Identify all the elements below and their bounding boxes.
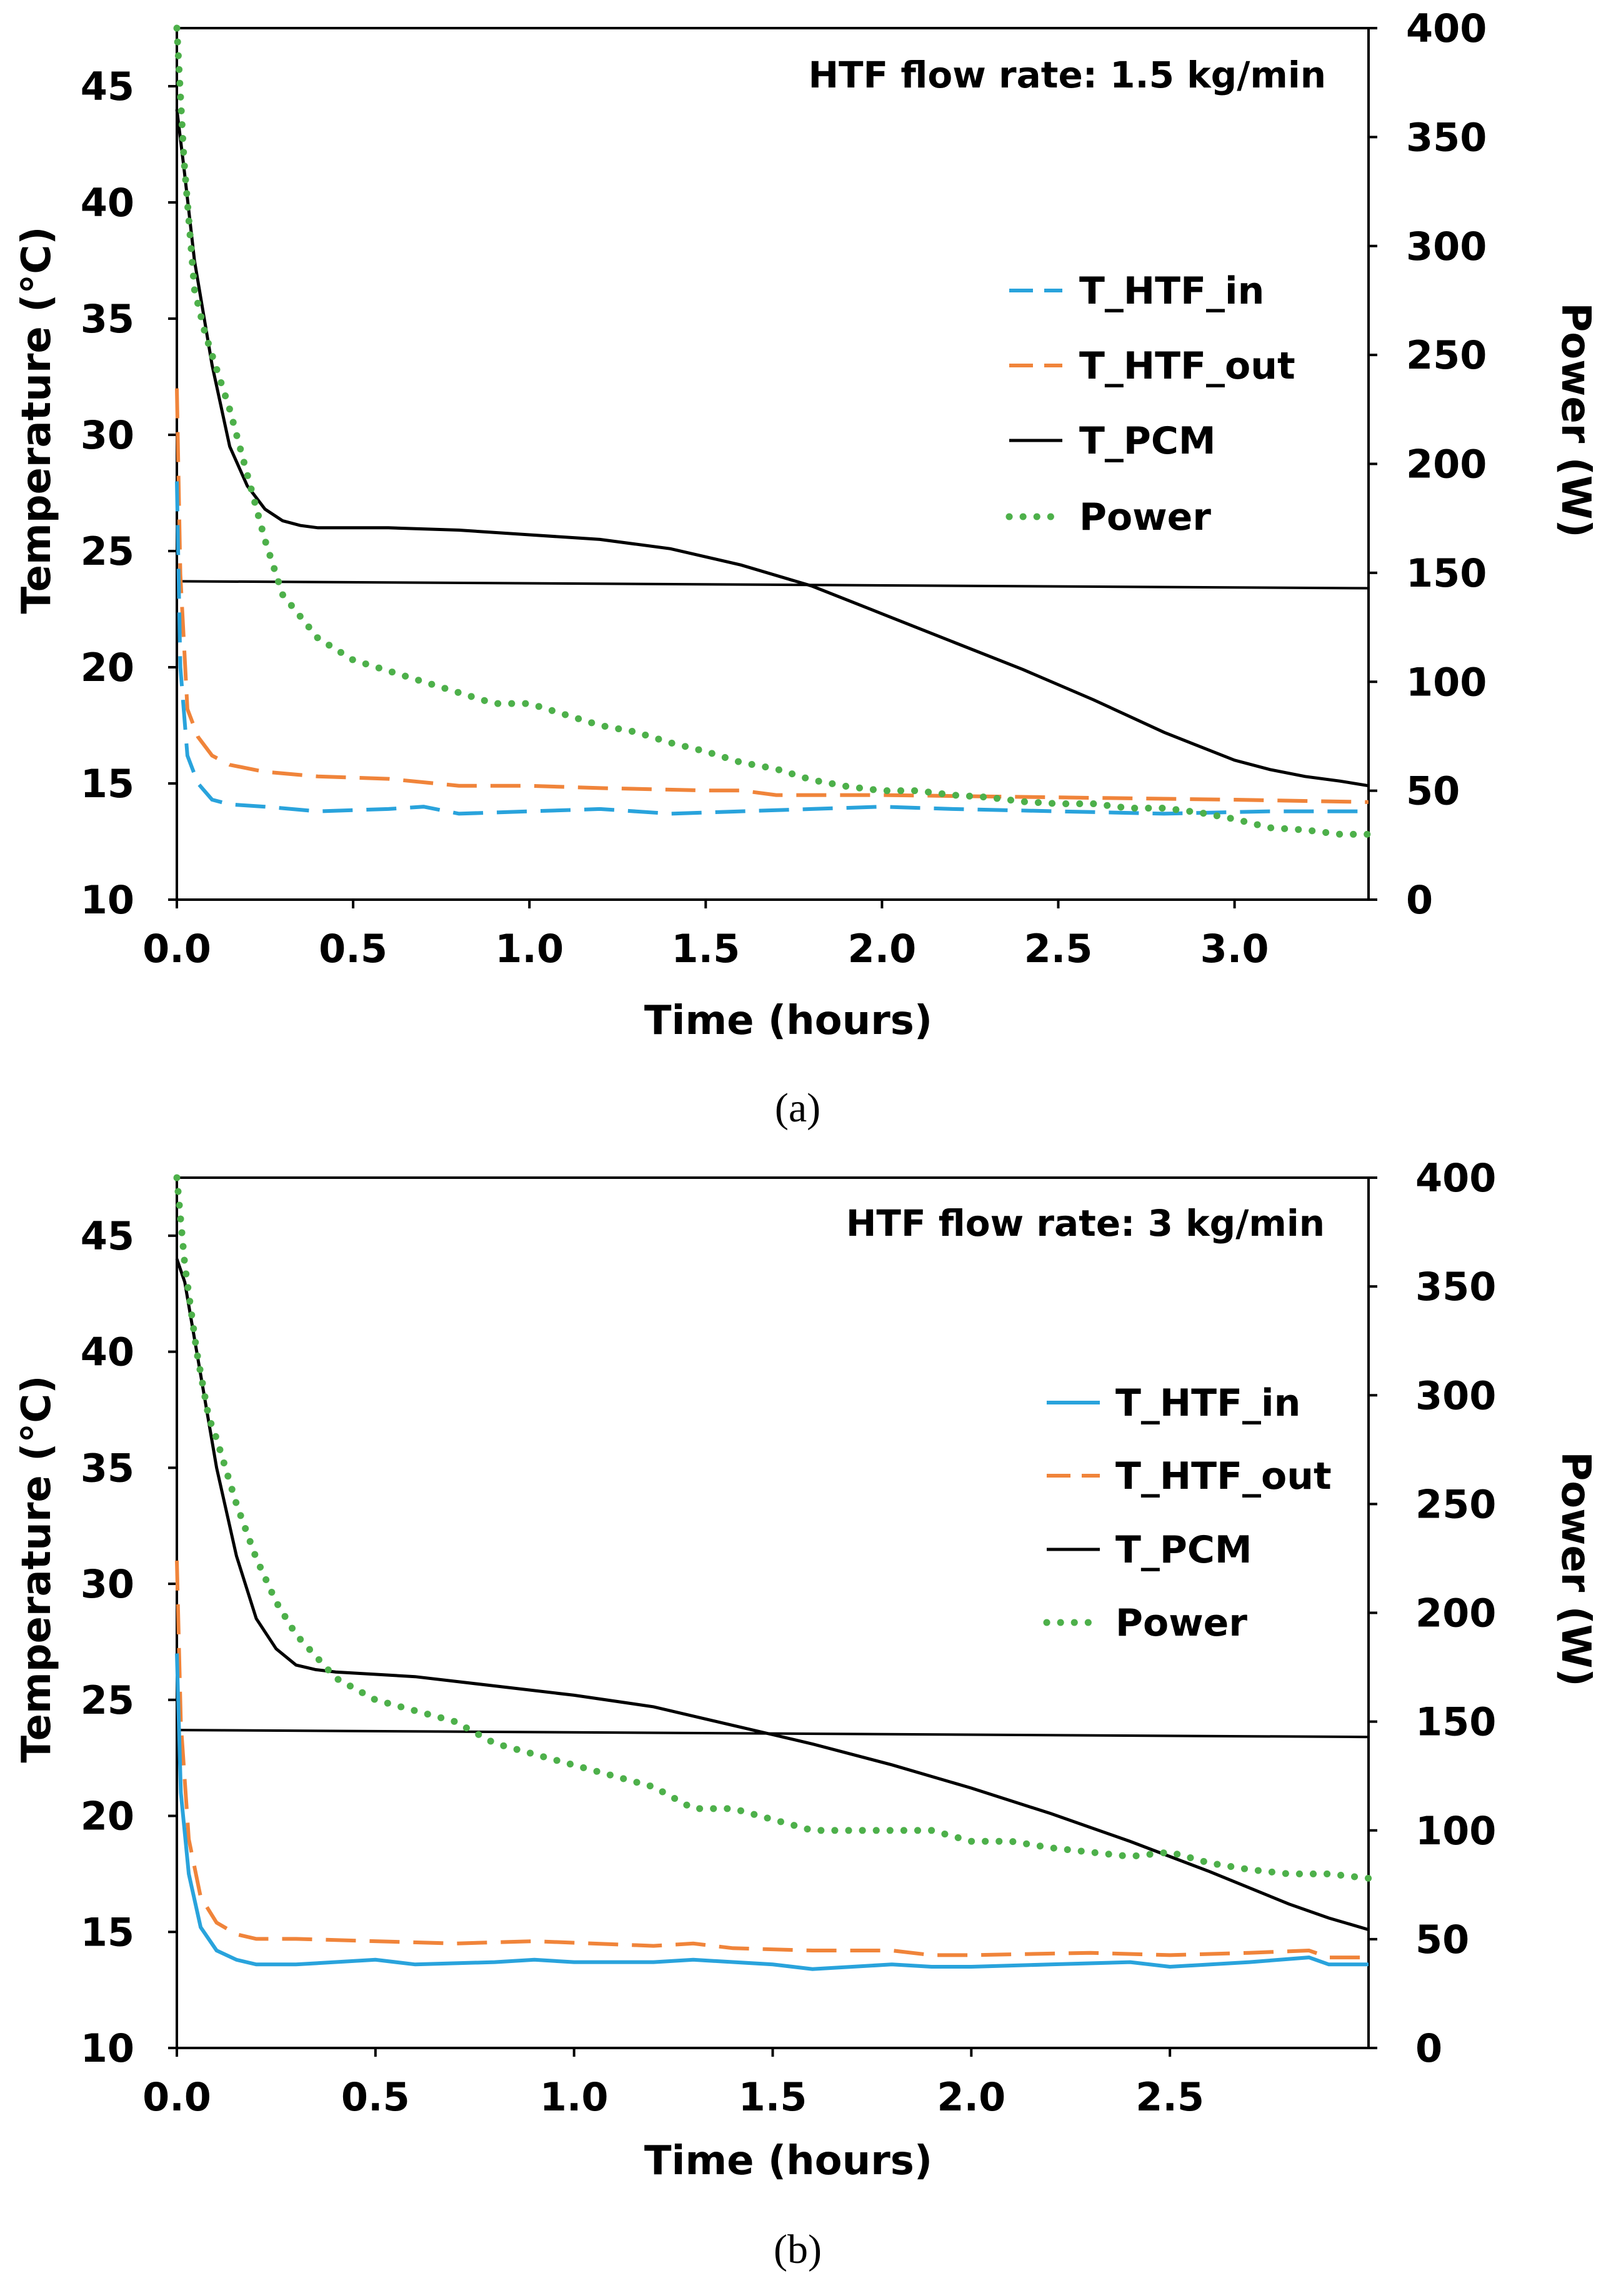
left-y-tick-label: 35 [81,296,134,342]
legend-label-power: Power [1079,495,1211,539]
chart-panel-b: 10 15 20 25 30 35 40 45 0 50 100 150 200 250 300 350 400… [14,1155,1599,2272]
right-y-tick-label: 0 [1406,877,1433,923]
series-line-t-htf-out [175,388,1369,804]
x-axis-title: Time (hours) [644,998,932,1044]
y-axis-title-left: Temperature (°C) [14,1375,60,1762]
y-axis-title-left: Temperature (°C) [14,226,60,614]
x-tick-label: 3.0 [1200,926,1269,972]
right-y-tick-label: 200 [1406,442,1487,487]
left-y-tick-label: 45 [81,1213,134,1259]
right-y-tick-label: 50 [1406,768,1460,814]
right-y-tick-label: 350 [1415,1264,1496,1310]
right-y-tick-label: 250 [1415,1481,1496,1527]
x-tick-label: 2.0 [937,2074,1005,2120]
flow-rate-annotation: HTF flow rate: 3 kg/min [846,1202,1325,1245]
left-y-tick-label: 20 [81,1794,134,1839]
series-line-t-pcm [175,109,1369,788]
chart-panel-a: 10 15 20 25 30 35 40 45 0 50 100 150 200 250 300 350 400… [14,6,1599,1131]
legend-label-power: Power [1115,1601,1247,1645]
x-tick-label: 1.5 [671,926,740,972]
x-tick-label: 0.0 [142,2074,211,2120]
right-y-tick-label: 150 [1406,550,1487,596]
panel-caption: (b) [774,2227,822,2272]
legend-label-t-pcm: T_PCM [1115,1528,1252,1572]
series-line-power [173,1174,1372,1882]
right-y-tick-label: 0 [1415,2025,1442,2071]
left-y-tick-label: 20 [81,645,134,690]
legend-label-t-htf-out: T_HTF_out [1115,1454,1332,1498]
x-tick-label: 1.5 [739,2074,807,2120]
x-tick-label: 1.0 [495,926,564,972]
legend-label-t-htf-in: T_HTF_in [1115,1381,1300,1425]
flow-rate-annotation: HTF flow rate: 1.5 kg/min [808,54,1326,96]
right-y-tick-label: 300 [1415,1373,1496,1418]
x-tick-label: 1.0 [540,2074,609,2120]
right-y-tick-label: 100 [1406,659,1487,705]
left-y-tick-label: 15 [81,1909,134,1955]
left-y-tick-label: 30 [81,1561,134,1607]
right-y-tick-label: 100 [1415,1808,1496,1854]
x-tick-label: 0.5 [319,926,387,972]
left-y-tick-label: 40 [81,1329,134,1375]
right-y-tick-label: 400 [1406,6,1487,51]
x-tick-label: 2.5 [1024,926,1093,972]
legend-label-t-htf-out: T_HTF_out [1079,344,1295,388]
y-axis-title-right: Power (W) [1552,1451,1599,1686]
plot-frame [176,27,1370,901]
left-y-tick-label: 35 [81,1445,134,1491]
right-y-tick-label: 200 [1415,1591,1496,1636]
legend-label-t-pcm: T_PCM [1079,419,1216,463]
y-axis-title-right: Power (W) [1552,302,1599,537]
left-y-tick-label: 10 [81,877,134,923]
right-y-tick-label: 50 [1415,1917,1469,1962]
series-line-t-htf-in [175,1653,1369,1971]
series-line-t-pcm [175,1258,1369,1931]
series-line-power [173,24,1372,838]
left-y-tick-label: 15 [81,761,134,807]
right-y-tick-label: 250 [1406,332,1487,378]
x-tick-label: 2.0 [847,926,916,972]
left-y-tick-label: 25 [81,529,134,574]
x-tick-label: 2.5 [1135,2074,1204,2120]
series-line-t-htf-out [175,1560,1369,1960]
left-y-tick-label: 30 [81,412,134,458]
left-y-tick-label: 45 [81,64,134,109]
x-tick-label: 0.0 [142,926,211,972]
reference-line [176,580,1369,590]
panel-caption: (a) [775,1085,820,1131]
series-line-t-htf-in [175,481,1369,816]
right-y-tick-label: 350 [1406,114,1487,160]
right-y-tick-label: 150 [1415,1699,1496,1745]
right-y-tick-label: 300 [1406,224,1487,269]
x-axis-title: Time (hours) [644,2138,932,2184]
x-tick-label: 0.5 [341,2074,410,2120]
legend-label-t-htf-in: T_HTF_in [1079,269,1264,313]
left-y-tick-label: 25 [81,1677,134,1723]
right-y-tick-label: 400 [1415,1155,1496,1201]
left-y-tick-label: 40 [81,180,134,226]
left-y-tick-label: 10 [81,2025,134,2071]
